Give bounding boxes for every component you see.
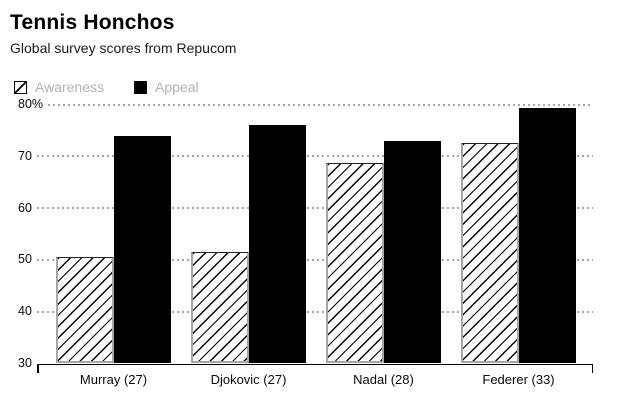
- bar-appeal-0: [113, 135, 171, 364]
- bar-awareness-0: [56, 257, 114, 364]
- x-axis-label-2: Nadal (28): [353, 372, 414, 387]
- bar-awareness-3: [461, 142, 519, 364]
- chart-subtitle: Global survey scores from Repucom: [10, 40, 237, 56]
- y-tick-label-50: 50: [18, 252, 32, 267]
- bar-awareness-1: [191, 251, 249, 364]
- gridline-40: [37, 310, 593, 313]
- gridline-50: [37, 258, 593, 261]
- y-tick-label-70: 70: [18, 148, 32, 163]
- legend-label-appeal: Appeal: [155, 79, 199, 95]
- y-tick-label-30: 30: [18, 356, 32, 370]
- gridline-80: [48, 103, 593, 106]
- bar-appeal-1: [248, 124, 306, 364]
- legend: Awareness Appeal: [14, 79, 199, 95]
- page-title: Tennis Honchos: [10, 11, 175, 34]
- axis-end-tick-left: [37, 363, 39, 373]
- x-axis-label-3: Federer (33): [482, 372, 555, 387]
- gridline-70: [37, 155, 593, 158]
- legend-label-awareness: Awareness: [35, 79, 105, 95]
- appeal-solid-swatch-icon: [134, 80, 148, 94]
- x-axis-label-1: Djokovic (27): [210, 372, 287, 387]
- y-tick-label-40: 40: [18, 304, 32, 319]
- y-tick-label-60: 60: [18, 200, 32, 215]
- bar-appeal-3: [518, 107, 576, 364]
- x-axis-baseline: [37, 363, 593, 365]
- bar-awareness-2: [326, 162, 384, 364]
- gridline-60: [37, 207, 593, 210]
- x-axis-label-0: Murray (27): [79, 372, 148, 387]
- axis-end-tick-right: [591, 363, 593, 373]
- awareness-hatch-swatch-icon: [14, 80, 27, 94]
- y-tick-label-80: 80%: [18, 97, 44, 111]
- bar-appeal-2: [383, 141, 441, 364]
